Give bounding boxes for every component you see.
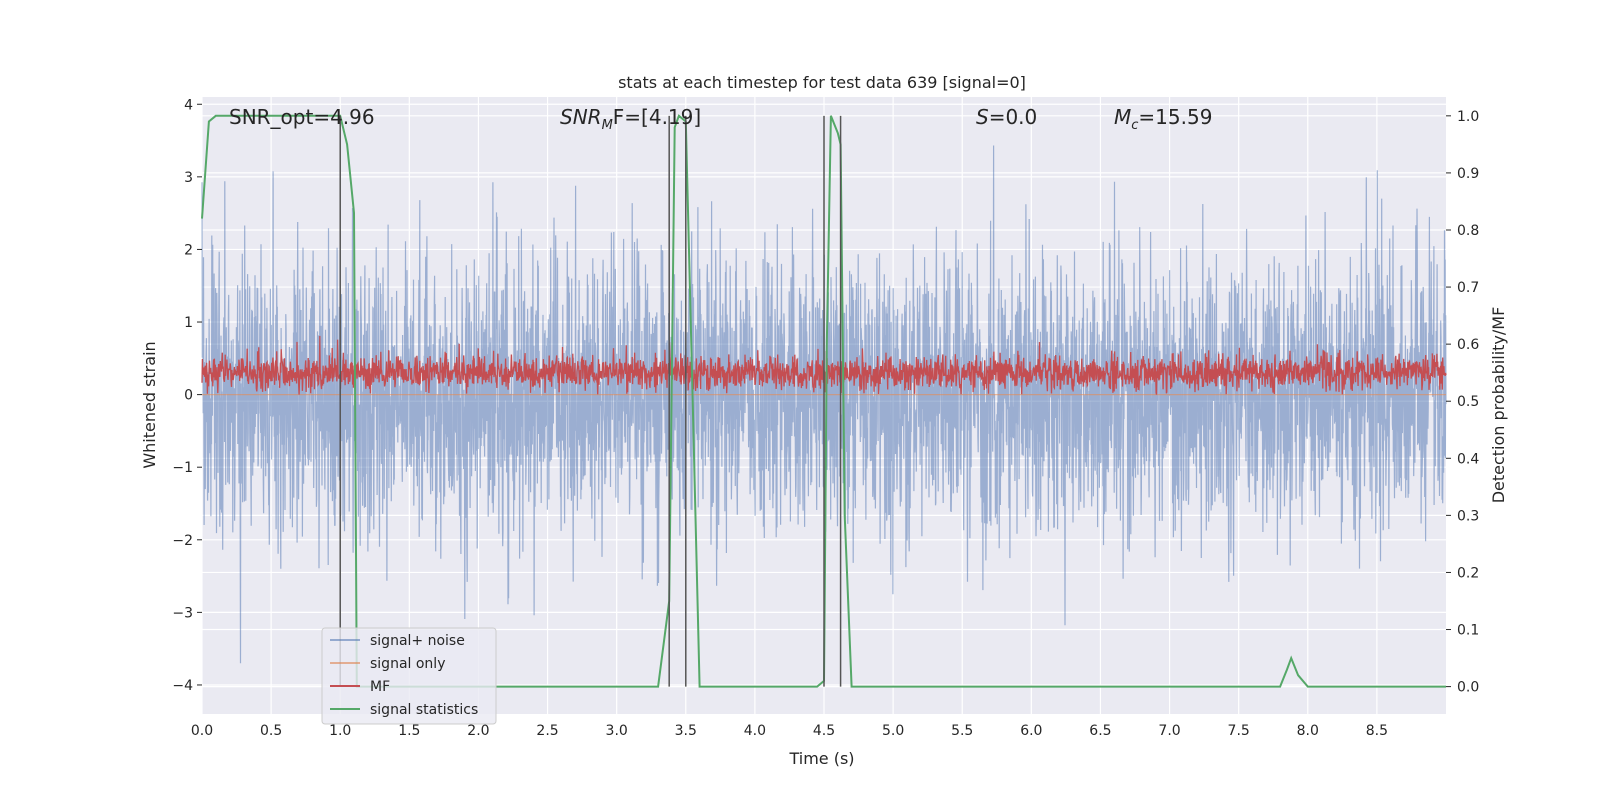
y-tick-label: 0	[184, 388, 193, 404]
y-right-tick-label: 0.5	[1457, 394, 1479, 410]
annotation-mc-rest: =15.59	[1138, 105, 1212, 129]
x-tick-label: 8.5	[1366, 723, 1388, 739]
y-right-tick-label: 1.0	[1457, 109, 1479, 125]
x-tick-label: 6.5	[1089, 723, 1111, 739]
y-tick-label: −3	[172, 605, 193, 621]
series-signal-statistics	[201, 114, 1446, 688]
x-tick-label: 3.5	[675, 723, 697, 739]
y-right-tick-label: 0.4	[1457, 451, 1479, 467]
y-right-tick-label: 0.2	[1457, 565, 1479, 581]
x-tick-label: 7.0	[1158, 723, 1180, 739]
x-tick-label: 6.0	[1020, 723, 1042, 739]
x-tick-label: 4.0	[744, 723, 766, 739]
x-tick-label: 8.0	[1297, 723, 1319, 739]
legend-label-mf: MF	[370, 679, 390, 695]
annotation-mc-base: M	[1114, 105, 1131, 129]
y-right-tick-label: 0.6	[1457, 337, 1479, 353]
x-tick-label: 0.0	[191, 723, 213, 739]
annotation-s-rest: =0.0	[989, 105, 1038, 129]
annotation-snr-mf-rest: F=[4.19]	[613, 105, 701, 129]
annotations: SNR_opt=4.96 SNRMF=[4.19] S=0.0 Mc=15.59	[229, 105, 1212, 133]
vertical-lines	[339, 115, 842, 687]
y-tick-label: −1	[172, 460, 193, 476]
y-right-tick-label: 0.9	[1457, 166, 1479, 182]
y-right-tick-label: 0.7	[1457, 280, 1479, 296]
annotation-s-sym: S	[976, 105, 989, 129]
x-tick-label: 0.5	[260, 723, 282, 739]
annotation-s: S=0.0	[976, 105, 1037, 129]
x-tick-label: 2.5	[536, 723, 558, 739]
y-right-tick-label: 0.3	[1457, 508, 1479, 524]
x-tick-label: 5.5	[951, 723, 973, 739]
x-tick-label: 4.5	[813, 723, 835, 739]
x-axis-label: Time (s)	[788, 749, 854, 768]
axes: 0.0 0.5 1.0 1.5 2.0 2.5 3.0 3.5 4.0 4.5 5.0 5.5 6.0 6…	[172, 97, 1479, 739]
x-tick-label: 1.0	[329, 723, 351, 739]
y-axis-label: Whitened strain	[140, 341, 159, 468]
annotation-snr-mf-sub: M	[602, 118, 613, 133]
y-right-tick-label: 0.8	[1457, 223, 1479, 239]
y-right-tick-label: 0.1	[1457, 623, 1479, 639]
legend-label-signal-statistics: signal statistics	[370, 702, 478, 718]
y-tick-label: 4	[184, 97, 193, 113]
y-tick-label: 3	[184, 170, 193, 186]
x-tick-label: 1.5	[398, 723, 420, 739]
y-tick-label: 1	[184, 315, 193, 331]
legend: signal+ noise signal only MF signal stat…	[321, 627, 497, 725]
annotation-mc-sub: c	[1131, 118, 1138, 133]
annotation-mc: Mc=15.59	[1114, 105, 1212, 133]
y-tick-label: 2	[184, 242, 193, 258]
y-tick-label: −4	[172, 678, 193, 694]
x-tick-label: 7.5	[1228, 723, 1250, 739]
legend-label-signal-noise: signal+ noise	[370, 633, 465, 649]
x-tick-label: 5.0	[882, 723, 904, 739]
annotation-snr-mf: SNRMF=[4.19]	[560, 105, 701, 133]
legend-label-signal-only: signal only	[370, 656, 445, 672]
annotation-snr-opt: SNR_opt=4.96	[229, 105, 375, 129]
chart-title: stats at each timestep for test data 639…	[618, 73, 1026, 92]
annotation-snr-mf-base: SNR	[560, 105, 602, 129]
legend-box	[321, 627, 497, 725]
y-right-tick-label: 0.0	[1457, 680, 1479, 696]
y-tick-label: −2	[172, 533, 193, 549]
y-axis-label-right: Detection probability/MF	[1489, 307, 1508, 504]
x-tick-label: 2.0	[467, 723, 489, 739]
x-tick-label: 3.0	[606, 723, 628, 739]
